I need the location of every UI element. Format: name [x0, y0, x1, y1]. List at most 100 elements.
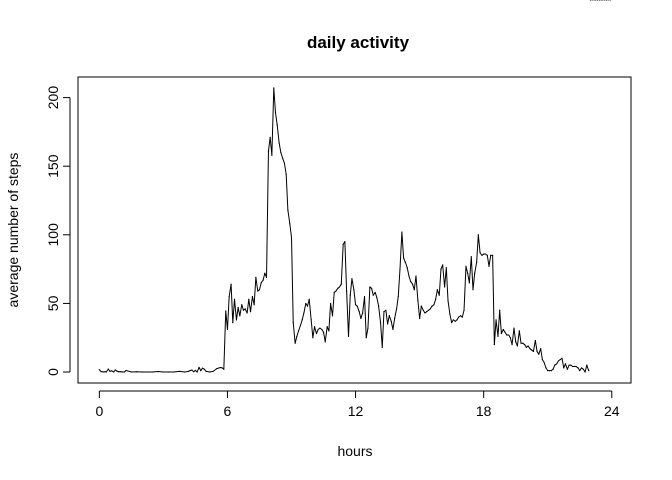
data-point	[593, 0, 595, 1]
data-point	[474, 272, 476, 274]
data-point	[532, 350, 535, 353]
data-point	[385, 309, 387, 311]
data-point	[370, 287, 373, 289]
data-point	[274, 112, 277, 114]
x-tick-label: 12	[348, 403, 364, 419]
data-point	[374, 291, 376, 294]
data-point	[303, 312, 305, 314]
data-point	[187, 370, 189, 372]
data-point	[324, 341, 326, 343]
data-point	[253, 304, 255, 306]
data-point	[331, 315, 334, 317]
data-point	[313, 326, 316, 328]
data-point	[573, 365, 576, 368]
data-point	[306, 305, 309, 307]
data-point	[278, 142, 280, 144]
data-point	[125, 369, 127, 372]
data-point	[365, 337, 367, 339]
data-point	[257, 290, 259, 292]
data-point	[280, 151, 282, 154]
data-point	[534, 339, 536, 342]
data-point	[497, 335, 499, 337]
data-point	[102, 371, 104, 373]
data-point	[548, 370, 551, 372]
data-point	[157, 370, 159, 373]
data-point	[543, 361, 545, 364]
data-point	[113, 371, 115, 373]
data-point	[417, 300, 419, 302]
data-point	[294, 342, 296, 344]
data-point	[586, 364, 588, 366]
data-point	[121, 371, 124, 373]
data-point	[575, 365, 577, 368]
data-point	[123, 371, 125, 373]
data-point	[508, 334, 510, 336]
data-point	[486, 254, 488, 256]
data-point	[262, 279, 264, 281]
data-point	[178, 370, 181, 372]
data-point	[255, 276, 257, 278]
data-point	[251, 295, 254, 298]
data-point	[403, 257, 405, 259]
data-point	[301, 319, 303, 321]
data-point	[454, 320, 456, 322]
data-point	[605, 0, 608, 1]
y-tick-label: 0	[45, 368, 61, 376]
data-point	[233, 298, 236, 300]
data-point	[118, 371, 120, 373]
data-point	[420, 305, 422, 307]
x-tick-label: 18	[476, 403, 492, 419]
data-point	[598, 0, 600, 1]
data-point	[244, 308, 246, 310]
data-point	[488, 265, 490, 267]
data-point	[241, 304, 243, 306]
data-point	[193, 371, 195, 373]
data-point	[511, 343, 513, 346]
data-point	[483, 253, 485, 255]
data-point	[447, 300, 449, 302]
data-point	[107, 368, 109, 370]
data-point	[308, 298, 310, 300]
data-point	[209, 371, 211, 373]
data-point	[444, 286, 446, 288]
data-point	[116, 370, 118, 372]
data-point	[338, 286, 341, 288]
data-point	[194, 369, 197, 371]
data-point	[114, 369, 116, 371]
data-point	[426, 311, 428, 313]
data-point	[104, 371, 106, 373]
data-point	[312, 337, 314, 339]
data-point	[326, 326, 328, 328]
data-point	[269, 136, 271, 138]
data-point	[296, 335, 298, 337]
series-line	[98, 87, 590, 373]
data-point	[556, 363, 558, 365]
data-point	[242, 309, 245, 311]
data-point	[201, 367, 204, 369]
data-point	[196, 371, 198, 373]
data-point	[146, 371, 148, 373]
x-axis: 0 6 12 18 24	[95, 390, 620, 419]
data-point	[470, 256, 472, 258]
data-point	[570, 364, 572, 366]
data-point	[518, 330, 520, 332]
data-point	[499, 309, 501, 311]
data-point	[433, 304, 435, 306]
data-point	[281, 157, 284, 159]
data-point	[390, 320, 392, 322]
data-point	[173, 371, 175, 373]
data-point	[408, 275, 410, 277]
data-point	[246, 312, 248, 314]
data-point	[531, 349, 533, 351]
data-point	[461, 316, 463, 318]
data-point	[120, 371, 122, 373]
data-point	[212, 370, 214, 372]
data-point	[362, 312, 364, 314]
data-point	[458, 316, 460, 318]
data-point	[561, 357, 563, 359]
data-points	[98, 0, 611, 373]
data-point	[191, 369, 193, 371]
data-point	[541, 359, 543, 361]
data-point	[515, 341, 517, 343]
data-point	[248, 298, 250, 300]
